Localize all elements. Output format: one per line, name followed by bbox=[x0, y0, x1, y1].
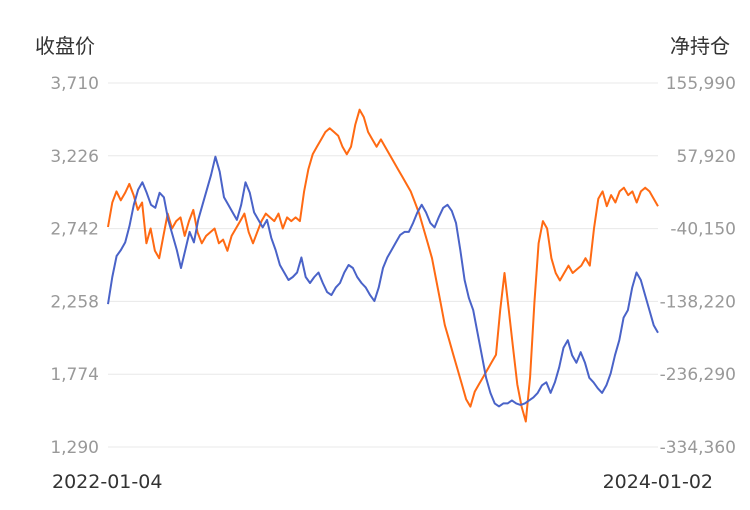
left-tick-label: 3,226 bbox=[50, 147, 99, 167]
gridlines bbox=[108, 82, 658, 448]
left-tick-label: 3,710 bbox=[50, 74, 99, 94]
left-tick-label: 2,742 bbox=[50, 220, 99, 240]
left-axis-title: 收盘价 bbox=[35, 34, 95, 58]
x-label-start: 2022-01-04 bbox=[52, 471, 162, 493]
right-tick-label: -236,290 bbox=[660, 365, 736, 385]
right-axis-ticks: 155,990 57,920 -40,150 -138,220 -236,290 -334… bbox=[660, 74, 736, 458]
left-tick-label: 2,258 bbox=[50, 292, 99, 312]
x-label-end: 2024-01-02 bbox=[603, 471, 713, 493]
left-tick-label: 1,774 bbox=[50, 365, 99, 385]
right-tick-label: -334,360 bbox=[660, 438, 736, 458]
right-tick-label: 57,920 bbox=[677, 147, 736, 167]
left-axis-ticks: 3,710 3,226 2,742 2,258 1,774 1,290 bbox=[50, 74, 99, 458]
right-tick-label: 155,990 bbox=[666, 74, 736, 94]
right-tick-label: -40,150 bbox=[670, 220, 736, 240]
net-position-line bbox=[107, 108, 659, 423]
left-tick-label: 1,290 bbox=[50, 438, 99, 458]
series-layer bbox=[107, 108, 659, 423]
right-axis-title: 净持仓 bbox=[670, 34, 730, 58]
close-price-line bbox=[107, 155, 659, 408]
right-tick-label: -138,220 bbox=[660, 292, 736, 312]
